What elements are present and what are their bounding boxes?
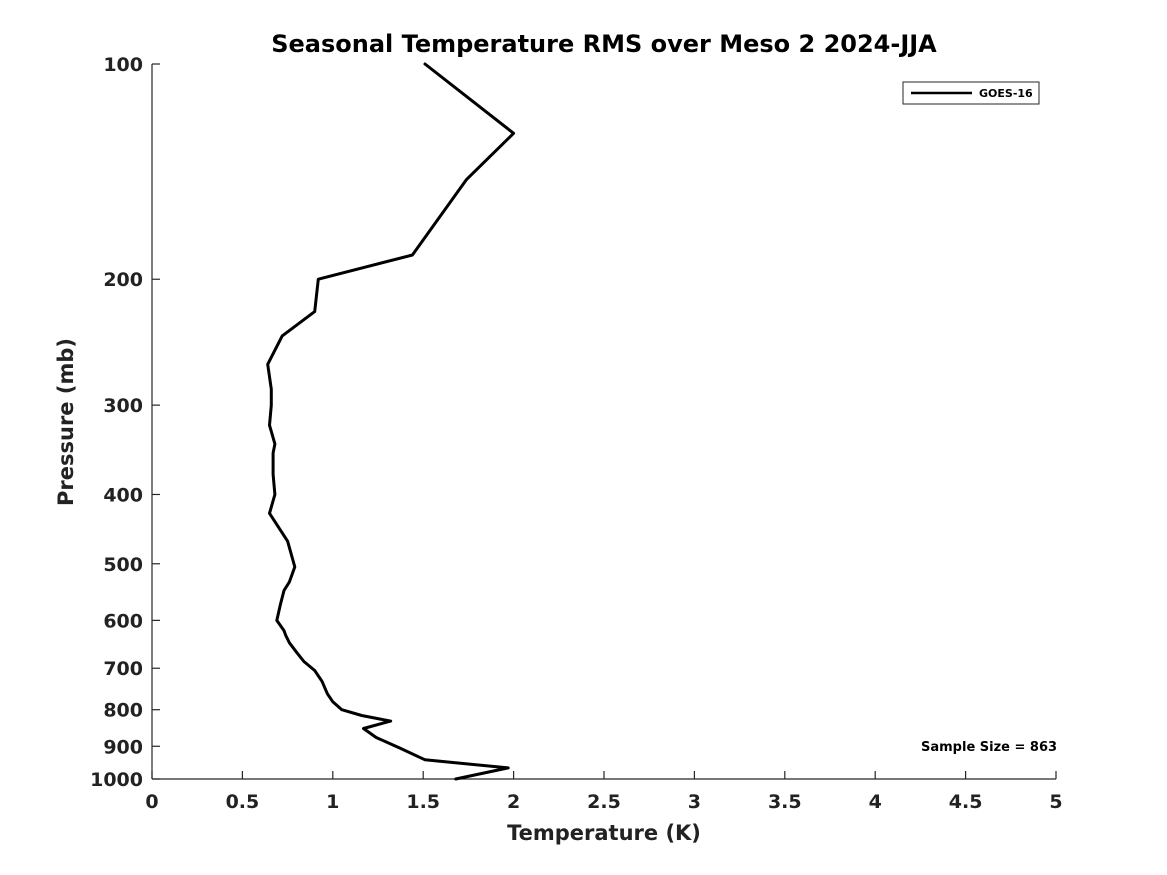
legend-entry-goes-16: GOES-16 [979,87,1033,100]
x-tick-label: 3.5 [768,791,802,813]
y-tick-label: 700 [103,658,143,680]
y-tick-label: 500 [103,554,143,576]
x-tick-label: 2 [507,791,520,813]
x-tick-label: 1 [326,791,339,813]
y-ticks: 100 200 300 400 500 600 700 800 900 1000 [90,54,160,791]
sample-size-annotation: Sample Size = 863 [921,740,1057,755]
x-axis-label: Temperature (K) [507,821,701,845]
y-tick-label: 600 [103,610,143,632]
series-line-goes-16 [266,62,516,781]
axes [151,64,1056,780]
legend: GOES-16 [902,81,1040,105]
x-tick-label: 0.5 [226,791,260,813]
x-ticks: 0 0.5 1 1.5 2 2.5 3 3.5 4 4.5 5 [145,771,1063,813]
x-tick-label: 4 [869,791,882,813]
y-tick-label: 400 [103,484,143,506]
y-tick-label: 1000 [90,769,143,791]
x-tick-label: 5 [1049,791,1062,813]
y-tick-label: 900 [103,736,143,758]
x-tick-label: 0 [145,791,158,813]
y-tick-label: 300 [103,395,143,417]
y-tick-label: 100 [103,54,143,76]
y-tick-label: 200 [103,269,143,291]
x-tick-label: 4.5 [949,791,983,813]
x-tick-label: 2.5 [587,791,621,813]
y-tick-label: 800 [103,700,143,722]
chart-title: Seasonal Temperature RMS over Meso 2 202… [271,30,937,58]
y-axis-label: Pressure (mb) [54,338,78,506]
x-tick-label: 1.5 [406,791,440,813]
series-layer [266,62,516,781]
x-tick-label: 3 [688,791,701,813]
